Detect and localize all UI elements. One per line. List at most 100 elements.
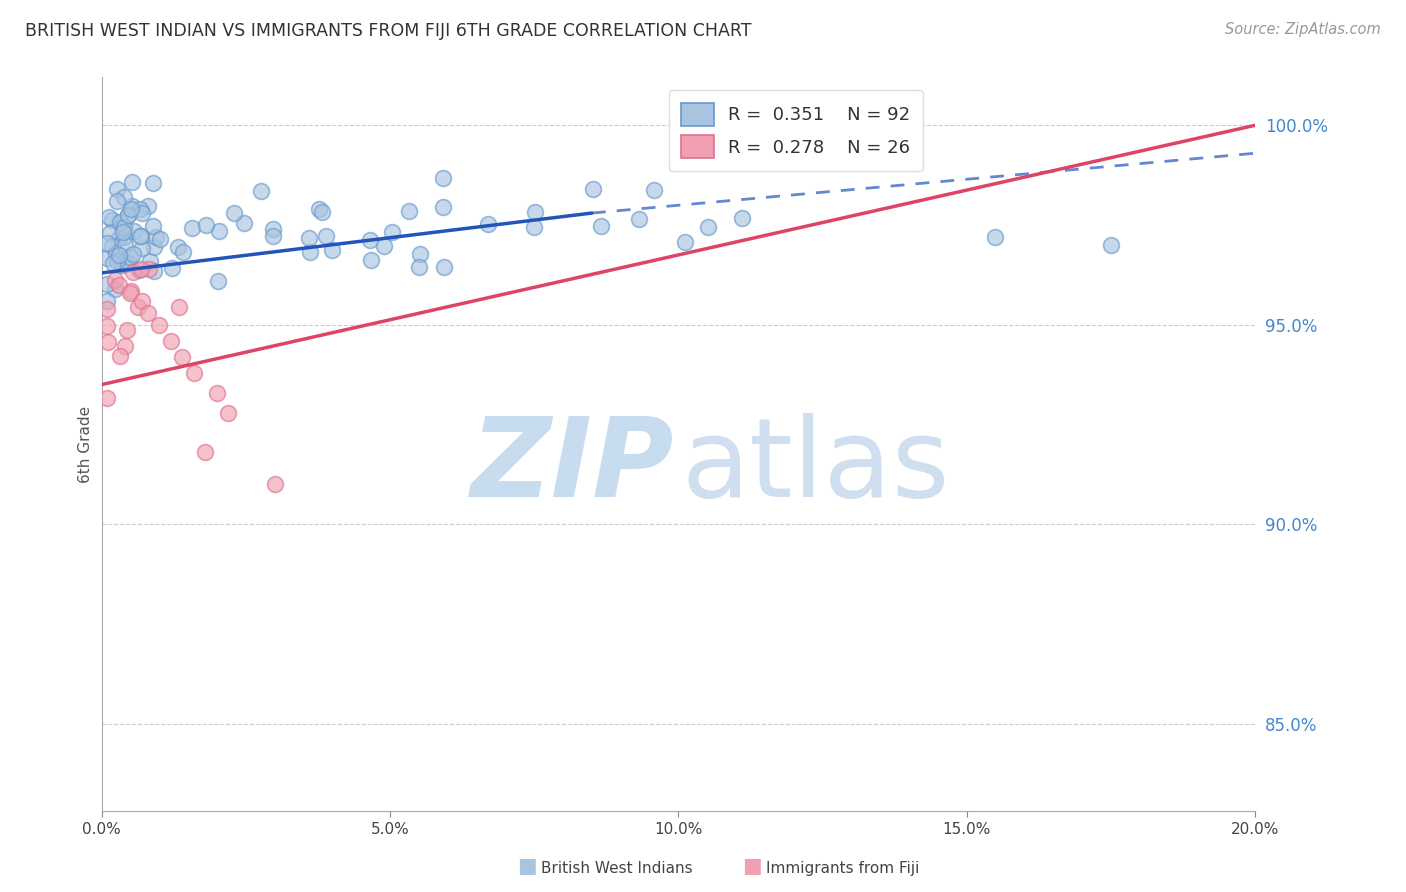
Point xyxy=(183,366,205,380)
Point xyxy=(120,202,142,216)
Point xyxy=(373,239,395,253)
Point xyxy=(121,198,143,212)
Text: ■: ■ xyxy=(742,856,762,876)
Point xyxy=(122,224,145,238)
Point xyxy=(673,235,696,249)
Point xyxy=(262,229,284,244)
Point xyxy=(731,211,754,225)
Point xyxy=(129,262,152,277)
Point xyxy=(96,277,118,292)
Point xyxy=(112,257,135,271)
Point xyxy=(582,182,605,196)
Point xyxy=(120,285,142,299)
Point xyxy=(172,244,194,259)
Point xyxy=(138,262,160,277)
Point xyxy=(477,217,499,231)
Point xyxy=(1099,238,1122,252)
Point xyxy=(101,212,124,227)
Point xyxy=(117,208,139,222)
Point xyxy=(96,319,118,334)
Point xyxy=(98,226,121,240)
Point xyxy=(172,350,194,364)
Point xyxy=(131,241,153,255)
Point xyxy=(101,239,124,253)
Point xyxy=(207,274,229,288)
Point xyxy=(103,256,125,270)
Point xyxy=(432,201,454,215)
Point xyxy=(97,334,120,349)
Point xyxy=(181,221,204,235)
Point xyxy=(117,209,139,223)
Point xyxy=(131,293,153,308)
Point xyxy=(298,231,321,245)
Point xyxy=(108,214,131,228)
Point xyxy=(121,175,143,189)
Point xyxy=(105,194,128,208)
Point xyxy=(128,263,150,277)
Point xyxy=(136,199,159,213)
Point xyxy=(96,391,118,405)
Point xyxy=(167,300,190,314)
Text: British West Indians: British West Indians xyxy=(541,861,693,876)
Point xyxy=(107,230,129,244)
Point xyxy=(128,202,150,216)
Point xyxy=(122,265,145,279)
Point xyxy=(311,205,333,219)
Point xyxy=(381,225,404,239)
Text: ■: ■ xyxy=(517,856,537,876)
Point xyxy=(148,318,170,332)
Point xyxy=(263,477,285,491)
Point xyxy=(250,184,273,198)
Point xyxy=(433,260,456,274)
Text: BRITISH WEST INDIAN VS IMMIGRANTS FROM FIJI 6TH GRADE CORRELATION CHART: BRITISH WEST INDIAN VS IMMIGRANTS FROM F… xyxy=(25,22,752,40)
Point xyxy=(112,230,135,244)
Point xyxy=(122,247,145,261)
Point xyxy=(129,229,152,244)
Point xyxy=(432,171,454,186)
Point xyxy=(138,254,160,268)
Point xyxy=(120,285,142,300)
Point xyxy=(232,216,254,230)
Point xyxy=(591,219,613,233)
Point xyxy=(984,230,1007,244)
Point xyxy=(145,229,167,244)
Point xyxy=(98,210,121,224)
Point xyxy=(398,203,420,218)
Point xyxy=(208,223,231,237)
Point xyxy=(112,226,135,240)
Point xyxy=(298,244,321,259)
Point xyxy=(118,256,141,270)
Point xyxy=(222,206,245,220)
Text: Source: ZipAtlas.com: Source: ZipAtlas.com xyxy=(1225,22,1381,37)
Point xyxy=(129,229,152,244)
Legend: R =  0.351    N = 92, R =  0.278    N = 26: R = 0.351 N = 92, R = 0.278 N = 26 xyxy=(669,90,922,171)
Point xyxy=(628,212,651,227)
Point xyxy=(159,334,181,348)
Point xyxy=(218,405,240,419)
Point xyxy=(408,260,430,274)
Point xyxy=(262,221,284,235)
Point xyxy=(194,445,217,459)
Point xyxy=(162,261,184,276)
Text: atlas: atlas xyxy=(682,413,950,520)
Point xyxy=(142,264,165,278)
Point xyxy=(96,251,118,265)
Point xyxy=(115,323,138,337)
Text: ZIP: ZIP xyxy=(471,413,675,520)
Point xyxy=(114,254,136,268)
Point xyxy=(127,301,149,315)
Point xyxy=(104,245,127,260)
Point xyxy=(524,205,547,219)
Point xyxy=(697,220,720,235)
Point xyxy=(104,281,127,295)
Point xyxy=(205,385,228,400)
Point xyxy=(108,277,131,292)
Point xyxy=(104,273,127,287)
Text: Immigrants from Fiji: Immigrants from Fiji xyxy=(766,861,920,876)
Point xyxy=(142,176,165,190)
Point xyxy=(409,247,432,261)
Point xyxy=(321,243,343,257)
Point xyxy=(112,190,135,204)
Point xyxy=(149,232,172,246)
Point xyxy=(142,219,165,234)
